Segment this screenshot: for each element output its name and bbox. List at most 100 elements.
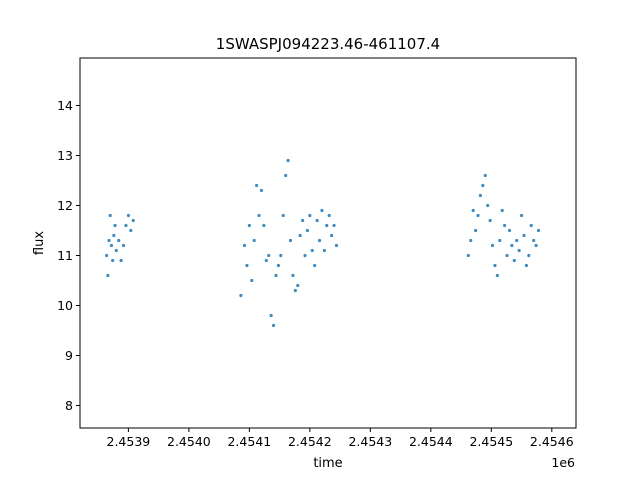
data-point bbox=[239, 293, 243, 298]
data-point bbox=[109, 243, 114, 248]
data-point bbox=[486, 203, 490, 208]
data-point bbox=[114, 248, 118, 253]
data-point bbox=[124, 223, 128, 228]
data-point bbox=[536, 228, 541, 233]
data-point bbox=[322, 248, 326, 253]
data-point bbox=[281, 213, 285, 218]
data-point bbox=[512, 258, 516, 263]
data-point bbox=[271, 323, 276, 328]
data-point bbox=[279, 253, 283, 258]
data-point bbox=[493, 263, 497, 268]
data-point bbox=[495, 273, 499, 278]
data-point bbox=[327, 213, 331, 218]
chart-title: 1SWASPJ094223.46-461107.4 bbox=[216, 35, 440, 53]
data-point bbox=[257, 213, 261, 218]
data-point bbox=[500, 208, 504, 213]
data-point bbox=[131, 218, 135, 223]
data-point bbox=[334, 243, 339, 248]
y-tick-label: 9 bbox=[65, 348, 73, 363]
data-point bbox=[276, 263, 280, 268]
data-point bbox=[301, 218, 305, 223]
points-layer bbox=[105, 158, 541, 328]
data-point bbox=[269, 313, 273, 318]
data-point bbox=[476, 213, 480, 218]
data-point bbox=[488, 218, 492, 223]
data-point bbox=[112, 233, 116, 238]
data-point bbox=[481, 183, 485, 188]
data-point bbox=[490, 243, 495, 248]
data-point bbox=[117, 238, 121, 243]
data-point bbox=[471, 208, 475, 213]
x-axis-offset-label: 1e6 bbox=[551, 455, 575, 470]
data-point bbox=[515, 238, 519, 243]
data-point bbox=[293, 288, 297, 293]
data-point bbox=[320, 208, 324, 213]
data-point bbox=[466, 253, 470, 258]
y-tick-label: 12 bbox=[57, 198, 73, 213]
data-point bbox=[330, 233, 334, 238]
data-point bbox=[503, 223, 507, 228]
data-point bbox=[262, 223, 266, 228]
data-point bbox=[532, 238, 536, 243]
data-point bbox=[291, 273, 295, 278]
data-point bbox=[524, 263, 529, 268]
data-point bbox=[247, 223, 251, 228]
x-tick-label: 2.4540 bbox=[167, 434, 211, 449]
data-point bbox=[529, 223, 533, 228]
y-tick-label: 8 bbox=[65, 398, 73, 413]
plot-frame bbox=[79, 57, 577, 429]
data-point bbox=[303, 253, 307, 258]
data-point bbox=[106, 273, 110, 278]
data-point bbox=[473, 228, 478, 233]
y-tick-label: 13 bbox=[57, 148, 73, 163]
data-point bbox=[505, 253, 509, 258]
data-point bbox=[274, 273, 278, 278]
data-point bbox=[498, 238, 502, 243]
data-point bbox=[534, 243, 538, 248]
x-tick-label: 2.4545 bbox=[469, 434, 513, 449]
data-point bbox=[469, 238, 473, 243]
data-point bbox=[510, 243, 514, 248]
data-point bbox=[255, 183, 259, 188]
data-point bbox=[111, 258, 115, 263]
data-point bbox=[507, 228, 512, 233]
data-point bbox=[264, 258, 268, 263]
data-point bbox=[522, 233, 526, 238]
data-point bbox=[126, 213, 130, 218]
data-point bbox=[519, 213, 524, 218]
x-axis: 2.4539 2.4540 2.4541 2.4542 2.4543 2.4544 2.45… bbox=[107, 428, 574, 449]
y-axis: 8 9 10 11 12 13 14 bbox=[57, 98, 80, 413]
data-point bbox=[245, 263, 249, 268]
data-point bbox=[267, 253, 271, 258]
data-point bbox=[313, 263, 317, 268]
data-point bbox=[250, 278, 254, 283]
data-point bbox=[527, 253, 531, 258]
data-point bbox=[121, 243, 126, 248]
data-point bbox=[113, 223, 117, 228]
data-point bbox=[315, 218, 319, 223]
data-point bbox=[259, 188, 264, 193]
y-axis-label: flux bbox=[32, 231, 47, 255]
data-point bbox=[296, 283, 300, 288]
data-point bbox=[252, 238, 256, 243]
data-point bbox=[305, 228, 310, 233]
x-tick-label: 2.4539 bbox=[107, 434, 151, 449]
y-tick-label: 14 bbox=[57, 98, 73, 113]
y-tick-label: 11 bbox=[57, 248, 73, 263]
data-point bbox=[478, 193, 483, 198]
data-point bbox=[325, 223, 329, 228]
data-point bbox=[119, 258, 123, 263]
data-point bbox=[108, 213, 112, 218]
data-point bbox=[242, 243, 247, 248]
data-point bbox=[105, 253, 109, 258]
x-tick-label: 2.4546 bbox=[530, 434, 574, 449]
data-point bbox=[332, 223, 336, 228]
x-tick-label: 2.4543 bbox=[348, 434, 392, 449]
data-point bbox=[298, 233, 302, 238]
data-point bbox=[308, 213, 312, 218]
data-point bbox=[284, 173, 288, 178]
data-point bbox=[483, 173, 487, 178]
data-point bbox=[310, 248, 314, 253]
x-tick-label: 2.4541 bbox=[227, 434, 271, 449]
